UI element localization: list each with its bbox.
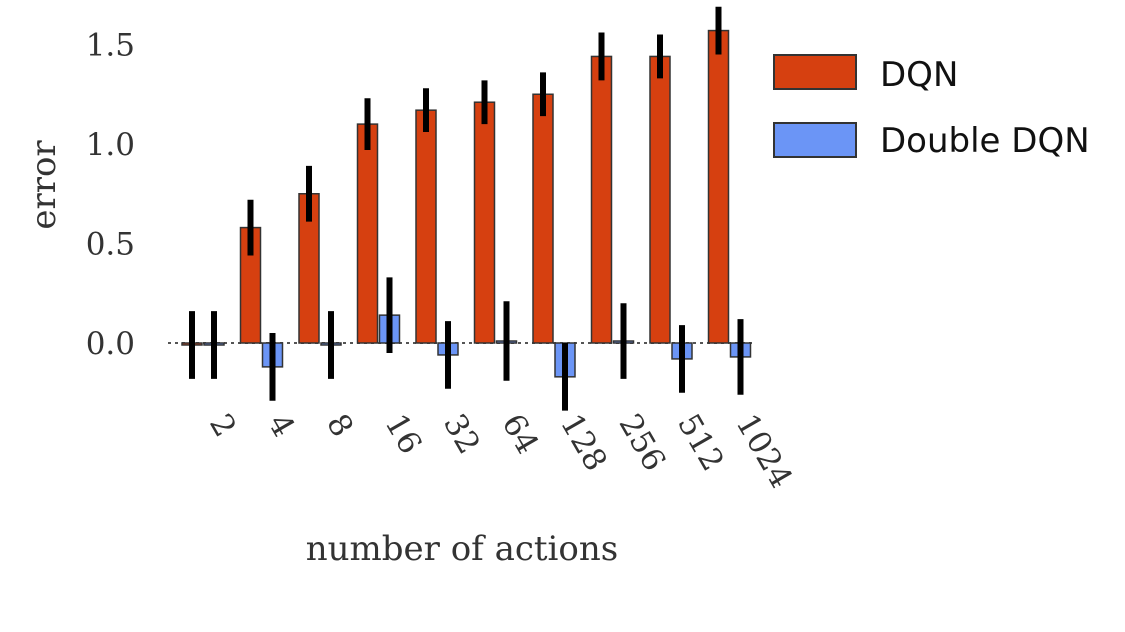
x-tick-label: 512 — [670, 408, 731, 477]
bar-dqn-256 — [590, 55, 613, 344]
y-axis-label: error — [24, 140, 64, 230]
bar-dqn-1024 — [707, 29, 730, 344]
legend-swatch-double-dqn — [773, 122, 857, 158]
bar-dqn-32 — [415, 109, 437, 344]
x-tick-label: 64 — [495, 408, 546, 460]
x-tick-label: 128 — [553, 408, 614, 477]
x-tick-label: 4 — [261, 408, 302, 443]
x-tick-label: 1024 — [729, 408, 800, 494]
legend: DQN Double DQN — [773, 54, 1090, 161]
legend-label-dqn: DQN — [880, 55, 958, 95]
y-tick-label: 1.5 — [86, 28, 135, 64]
legend-label-double-dqn: Double DQN — [880, 121, 1090, 161]
x-tick-label: 32 — [436, 408, 487, 460]
y-tick-label: 0.0 — [86, 326, 135, 362]
bar-dqn-128 — [532, 93, 554, 344]
bar-dqn-16 — [356, 123, 379, 344]
x-tick-label: 256 — [612, 408, 673, 477]
x-tick-label: 2 — [202, 408, 243, 443]
y-tick-label: 0.5 — [86, 227, 135, 263]
legend-swatch-dqn — [773, 54, 857, 90]
bar-dqn-512 — [649, 55, 671, 344]
x-tick-label: 16 — [378, 408, 429, 460]
x-tick-label: 8 — [319, 408, 360, 443]
y-tick-label: 1.0 — [86, 127, 135, 163]
bar-dqn-64 — [473, 101, 496, 344]
x-axis-label: number of actions — [306, 529, 619, 569]
